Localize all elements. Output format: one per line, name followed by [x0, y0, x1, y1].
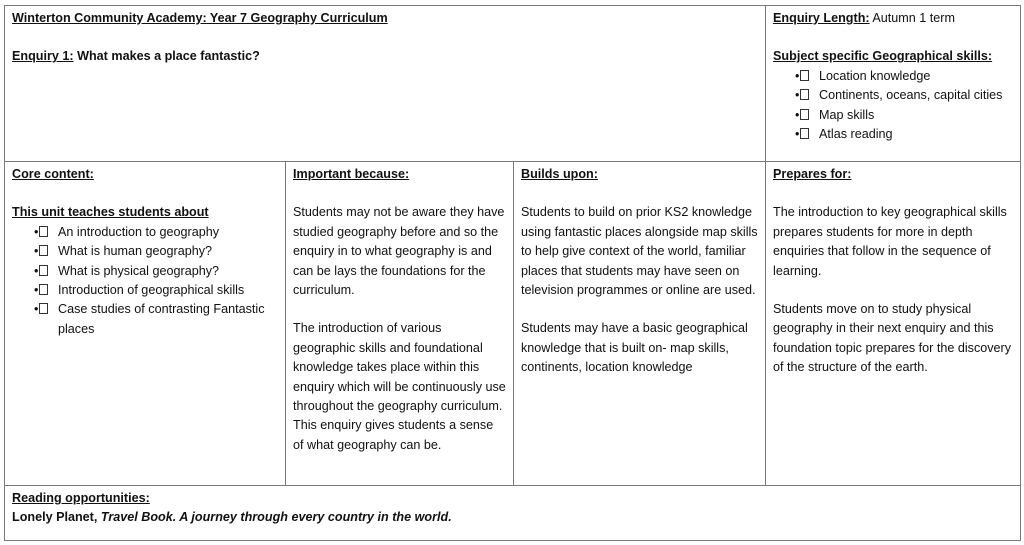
reading-heading: Reading opportunities:: [12, 491, 150, 505]
core-heading: Core content:: [12, 167, 94, 181]
title-cell: Winterton Community Academy: Year 7 Geog…: [3, 5, 767, 162]
core-content-cell: Core content: This unit teaches students…: [4, 161, 286, 486]
bullet-icon: •: [34, 281, 49, 300]
curriculum-table: Winterton Community Academy: Year 7 Geog…: [3, 5, 1022, 541]
bullet-icon: •: [795, 125, 810, 144]
builds-paragraph: Students to build on prior KS2 knowledge…: [521, 205, 758, 298]
list-item: • What is physical geography?: [34, 262, 278, 281]
bullet-icon: •: [34, 300, 49, 319]
page-title: Winterton Community Academy: Year 7 Geog…: [12, 11, 388, 25]
bullet-icon: •: [795, 86, 810, 105]
list-item: • Location knowledge: [795, 67, 1013, 86]
prepares-heading: Prepares for:: [773, 167, 852, 181]
enquiry-title: Enquiry 1: What makes a place fantastic?: [12, 49, 260, 64]
builds-cell: Builds upon: Students to build on prior …: [512, 161, 767, 486]
prepares-cell: Prepares for: The introduction to key ge…: [765, 161, 1022, 486]
prepares-paragraph: Students move on to study physical geogr…: [773, 302, 1012, 375]
bullet-icon: •: [34, 223, 49, 242]
enquiry-info-cell: Enquiry Length: Autumn 1 term Subject sp…: [765, 5, 1022, 162]
list-item: • Introduction of geographical skills: [34, 281, 278, 300]
list-item: • What is human geography?: [34, 242, 278, 261]
important-paragraph: Students may not be aware they have stud…: [293, 205, 505, 298]
skills-list: • Location knowledge • Continents, oceans,…: [773, 67, 1013, 145]
list-item: • Continents, oceans, capital cities: [795, 86, 1013, 105]
reading-book: Lonely Planet, Travel Book. A journey th…: [12, 510, 452, 525]
list-item: • Map skills: [795, 106, 1013, 125]
important-paragraph: The introduction of various geographic s…: [293, 321, 506, 452]
bullet-icon: •: [795, 106, 810, 125]
enquiry-length: Enquiry Length: Autumn 1 term: [773, 11, 955, 25]
list-item: • An introduction to geography: [34, 223, 278, 242]
core-subheading: This unit teaches students about: [12, 205, 209, 220]
list-item: • Atlas reading: [795, 125, 1013, 144]
bullet-icon: •: [34, 262, 49, 281]
reading-cell: Reading opportunities: Lonely Planet, Tr…: [3, 485, 1022, 541]
bullet-icon: •: [34, 242, 49, 261]
core-list: • An introduction to geography • What is h…: [12, 223, 278, 339]
prepares-paragraph: The introduction to key geographical ski…: [773, 205, 1007, 278]
list-item: • Case studies of contrasting Fantastic p…: [34, 300, 265, 336]
builds-paragraph: Students may have a basic geographical k…: [521, 321, 748, 375]
builds-heading: Builds upon:: [521, 167, 598, 181]
bullet-icon: •: [795, 67, 810, 86]
skills-heading: Subject specific Geographical skills:: [773, 49, 993, 64]
important-cell: Important because: Students may not be a…: [285, 161, 514, 486]
important-heading: Important because:: [293, 167, 410, 181]
